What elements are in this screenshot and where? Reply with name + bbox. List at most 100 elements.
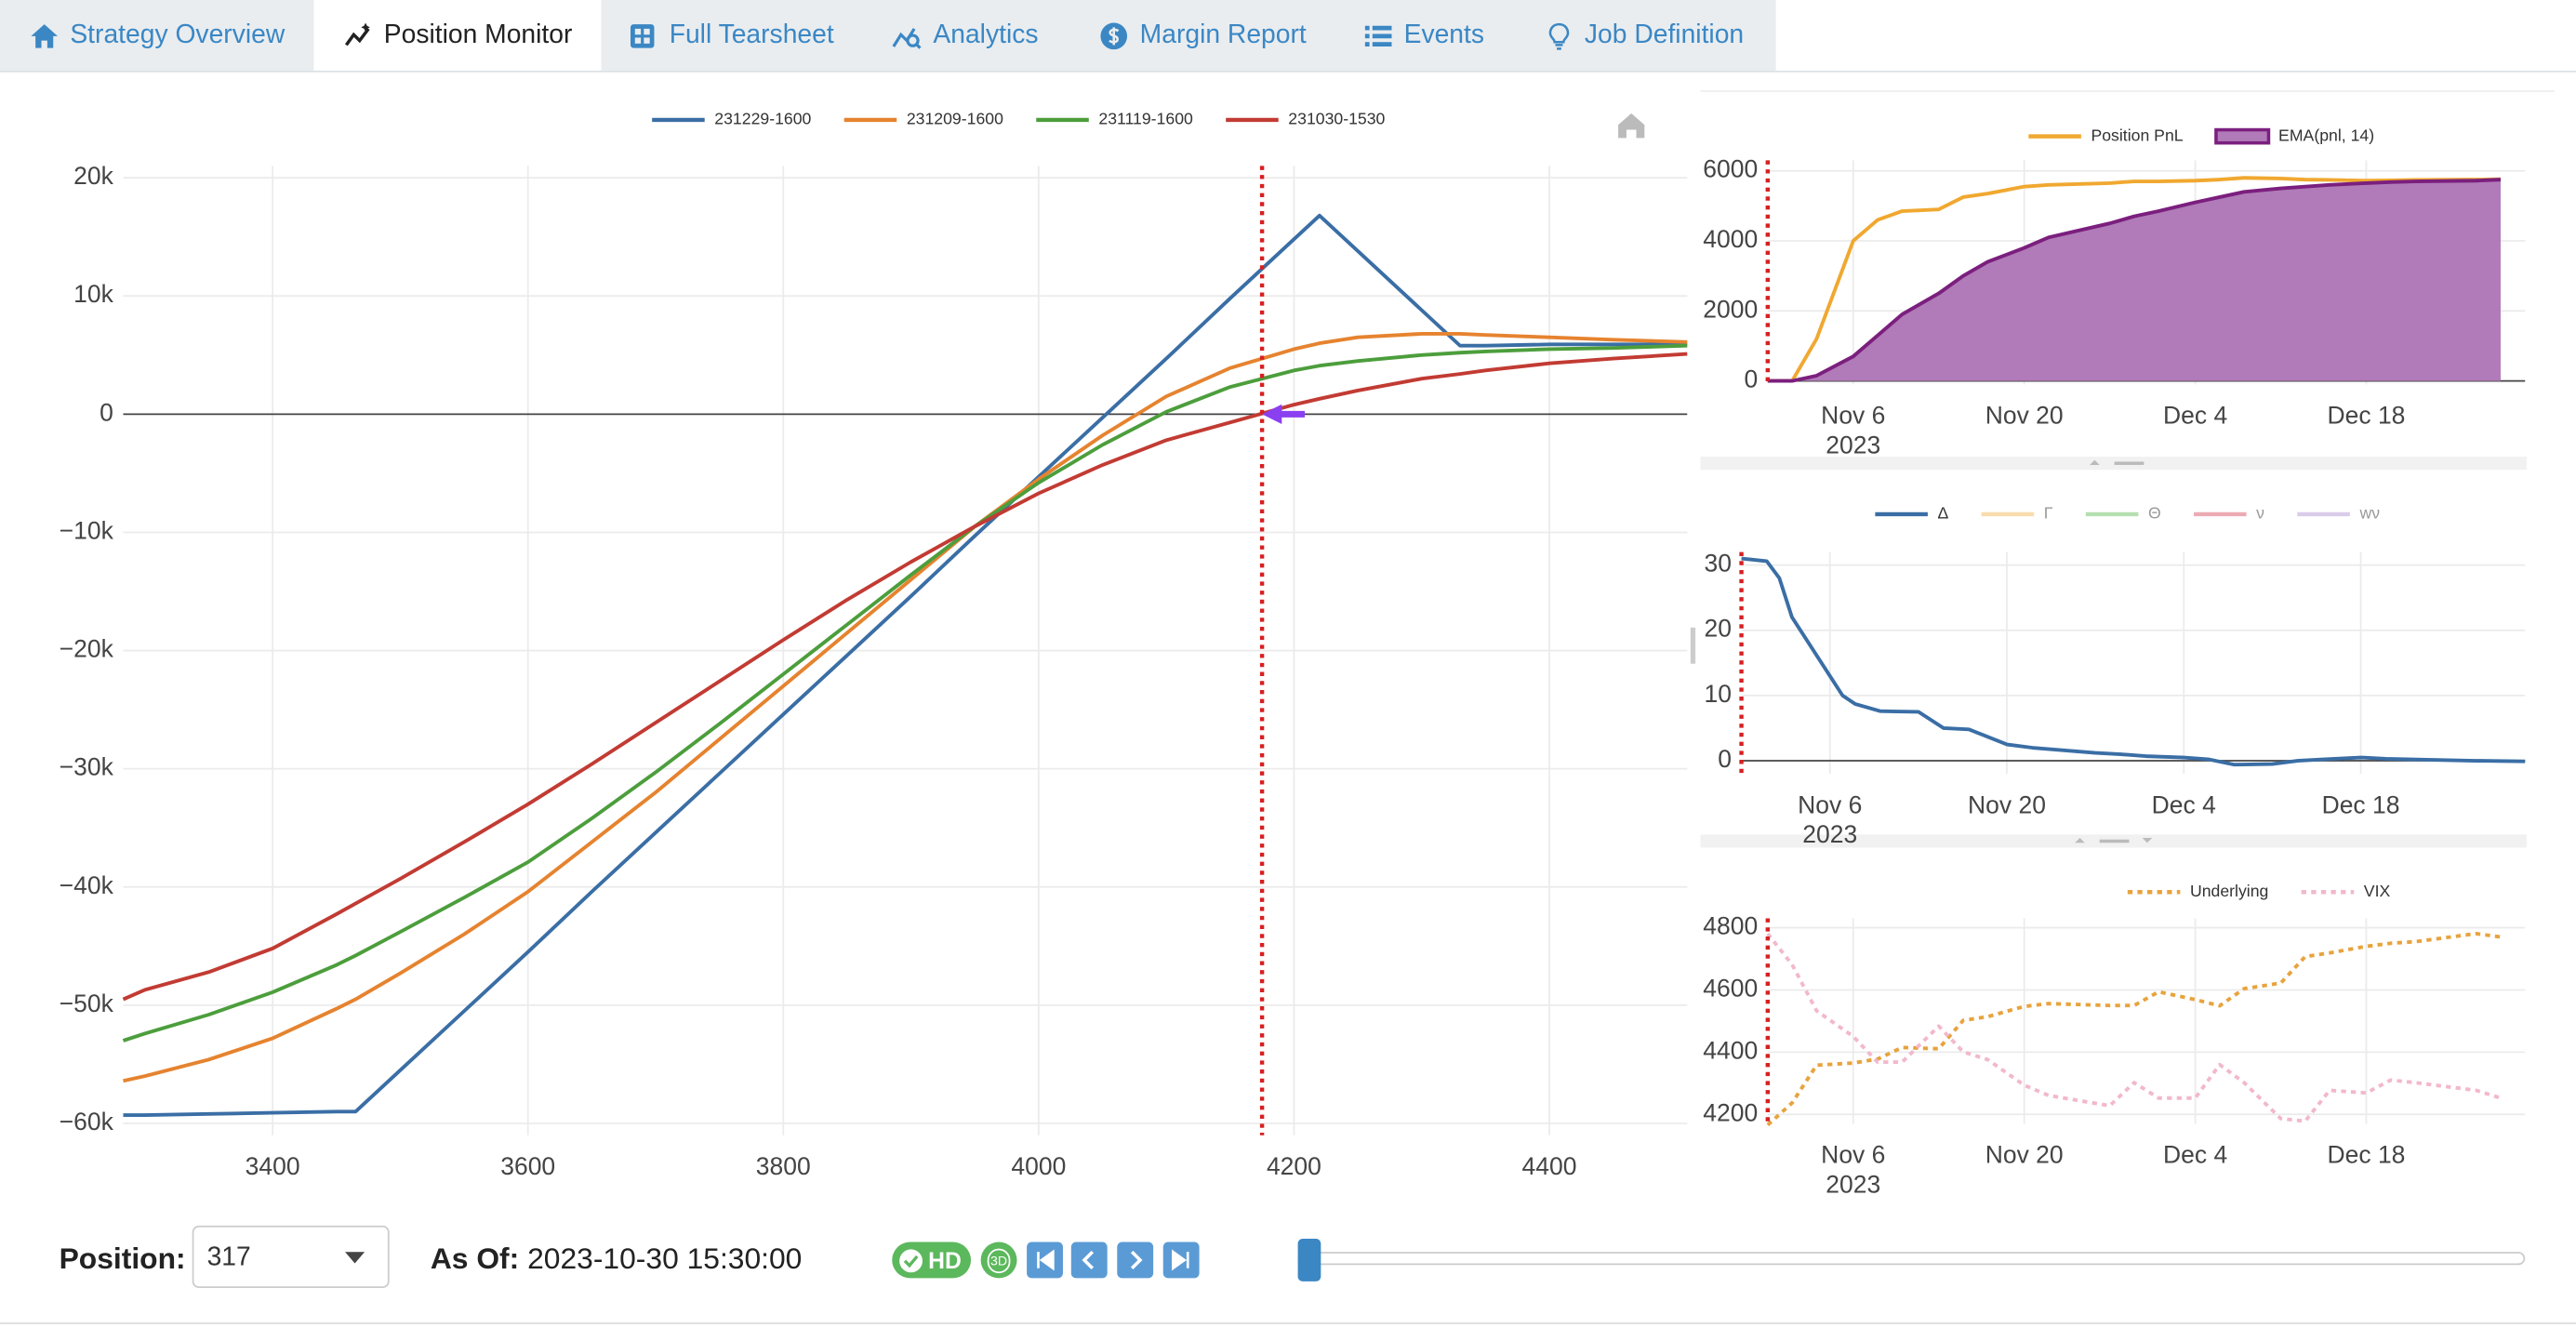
- legend-label: wν: [2358, 504, 2380, 523]
- home-button[interactable]: [1618, 113, 1645, 139]
- legend-item: Position PnL: [2028, 126, 2184, 144]
- time-slider[interactable]: [1297, 1252, 2526, 1266]
- tab[interactable]: Position Monitor: [313, 0, 602, 71]
- x-tick-label: Dec 4: [2163, 1141, 2227, 1169]
- tab[interactable]: Analytics: [860, 0, 1070, 71]
- icon: [1364, 24, 1391, 46]
- tab-label: Full Tearsheet: [669, 20, 834, 49]
- y-tick-label: −60k: [60, 1108, 114, 1135]
- as-of-label: As Of:: [430, 1242, 520, 1275]
- y-tick-label: 4600: [1703, 974, 1758, 1002]
- splitter-arrow: [2075, 837, 2153, 843]
- x-tick-label: Nov 20: [1968, 790, 2046, 818]
- y-tick-label: 30: [1705, 550, 1732, 578]
- line: [122, 343, 1688, 1042]
- icon: [892, 27, 922, 48]
- icon: [1130, 1250, 1143, 1270]
- y-tick-label: 4000: [1703, 225, 1758, 253]
- position-select[interactable]: 317: [192, 1225, 390, 1288]
- legend-item: wν: [2297, 504, 2380, 523]
- as-of-value: 2023-10-30 15:30:00: [527, 1242, 803, 1275]
- position-value: 317: [206, 1243, 251, 1272]
- tab[interactable]: Strategy Overview: [0, 0, 314, 71]
- legend-label: VIX: [2364, 882, 2391, 900]
- x-tick-label: Nov 6 2023: [1821, 402, 1885, 459]
- tab[interactable]: Full Tearsheet: [601, 0, 861, 71]
- x-tick-label: Dec 18: [2322, 790, 2400, 818]
- y-tick-label: 20: [1705, 615, 1732, 643]
- 3d-label: 3D: [987, 1247, 1011, 1273]
- slider-handle[interactable]: [1297, 1239, 1321, 1282]
- icon: [1082, 1250, 1095, 1270]
- icon: [1037, 1249, 1055, 1271]
- y-tick-label: 0: [1718, 745, 1732, 773]
- y-tick-label: 4800: [1703, 912, 1758, 940]
- prev-button[interactable]: [1070, 1242, 1108, 1279]
- legend-label: Underlying: [2190, 882, 2268, 900]
- y-tick-label: 2000: [1703, 295, 1758, 323]
- tab[interactable]: Events: [1335, 0, 1512, 71]
- legend-item: 231030-1530: [1226, 110, 1386, 128]
- tab[interactable]: Margin Report: [1069, 0, 1336, 71]
- tab-label: Margin Report: [1139, 20, 1307, 49]
- legend-item: 231119-1600: [1036, 110, 1193, 128]
- last-button[interactable]: [1162, 1242, 1200, 1279]
- splitter-handle: [2099, 839, 2130, 843]
- tab-label: Job Definition: [1584, 20, 1745, 49]
- legend-label: Position PnL: [2091, 126, 2183, 144]
- legend-label: ν: [2256, 504, 2264, 523]
- legend-label: 231119-1600: [1098, 110, 1193, 128]
- legend-label: Δ: [1938, 504, 1949, 523]
- y-tick-label: −50k: [60, 989, 114, 1017]
- 3d-toggle[interactable]: 3D: [980, 1242, 1017, 1279]
- legend-item: VIX: [2301, 882, 2391, 900]
- x-tick-label-line: Nov 6: [1821, 1141, 1885, 1169]
- x-tick-label: Dec 4: [2163, 402, 2227, 430]
- x-tick-label: Nov 6 2023: [1798, 790, 1862, 848]
- legend-item: EMA(pnl, 14): [2214, 126, 2374, 145]
- x-tick-label: Nov 20: [1985, 402, 2064, 430]
- legend-label: Γ: [2044, 504, 2053, 523]
- x-tick-label: 4400: [1522, 1152, 1577, 1180]
- area: [1767, 179, 2501, 381]
- hd-label: HD: [928, 1246, 962, 1274]
- hd-toggle[interactable]: HD: [892, 1242, 972, 1279]
- legend-item: Θ: [2085, 504, 2161, 523]
- line: [122, 352, 1688, 1002]
- icon: [631, 23, 656, 47]
- legend-swatch: [2214, 127, 2271, 145]
- icon: [1100, 21, 1127, 49]
- position-label: Position:: [59, 1242, 186, 1275]
- line: [1767, 176, 2501, 383]
- y-tick-label: −10k: [60, 516, 114, 544]
- legend-item: 231209-1600: [843, 110, 1003, 128]
- x-tick-label-line: 2023: [1826, 1170, 1880, 1198]
- tab-label: Events: [1403, 20, 1485, 49]
- y-tick-label: 10: [1705, 680, 1732, 708]
- control-bar: Position: 317 As Of: 2023-10-30 15:30:00…: [0, 1207, 2576, 1324]
- panel-resizer[interactable]: [1690, 627, 1696, 664]
- legend-label: 231229-1600: [714, 110, 811, 128]
- next-button[interactable]: [1117, 1242, 1154, 1279]
- y-tick-label: 4400: [1703, 1036, 1758, 1064]
- tab-label: Analytics: [933, 20, 1039, 49]
- line: [1766, 932, 2502, 1123]
- y-tick-label: 4200: [1703, 1098, 1758, 1126]
- y-tick-label: 6000: [1703, 155, 1758, 183]
- x-tick-label-line: Nov 6: [1798, 790, 1862, 818]
- splitter: [1700, 457, 2527, 471]
- icon: [344, 21, 370, 46]
- icon: [30, 23, 58, 47]
- x-tick-label: 4000: [1011, 1152, 1066, 1180]
- legend-item: Underlying: [2127, 882, 2268, 900]
- tab-bar: Strategy Overview Position Monitor Full …: [0, 0, 2576, 73]
- x-tick-label: 4200: [1267, 1152, 1321, 1180]
- first-button[interactable]: [1027, 1242, 1063, 1279]
- y-tick-label: 20k: [73, 162, 113, 190]
- position-marker: [1262, 404, 1306, 424]
- x-tick-label-line: 2023: [1826, 432, 1880, 459]
- legend-label: 231209-1600: [907, 110, 1003, 128]
- tab[interactable]: Job Definition: [1511, 0, 1776, 71]
- tab-label: Strategy Overview: [70, 20, 285, 49]
- y-tick-label: −20k: [60, 635, 114, 663]
